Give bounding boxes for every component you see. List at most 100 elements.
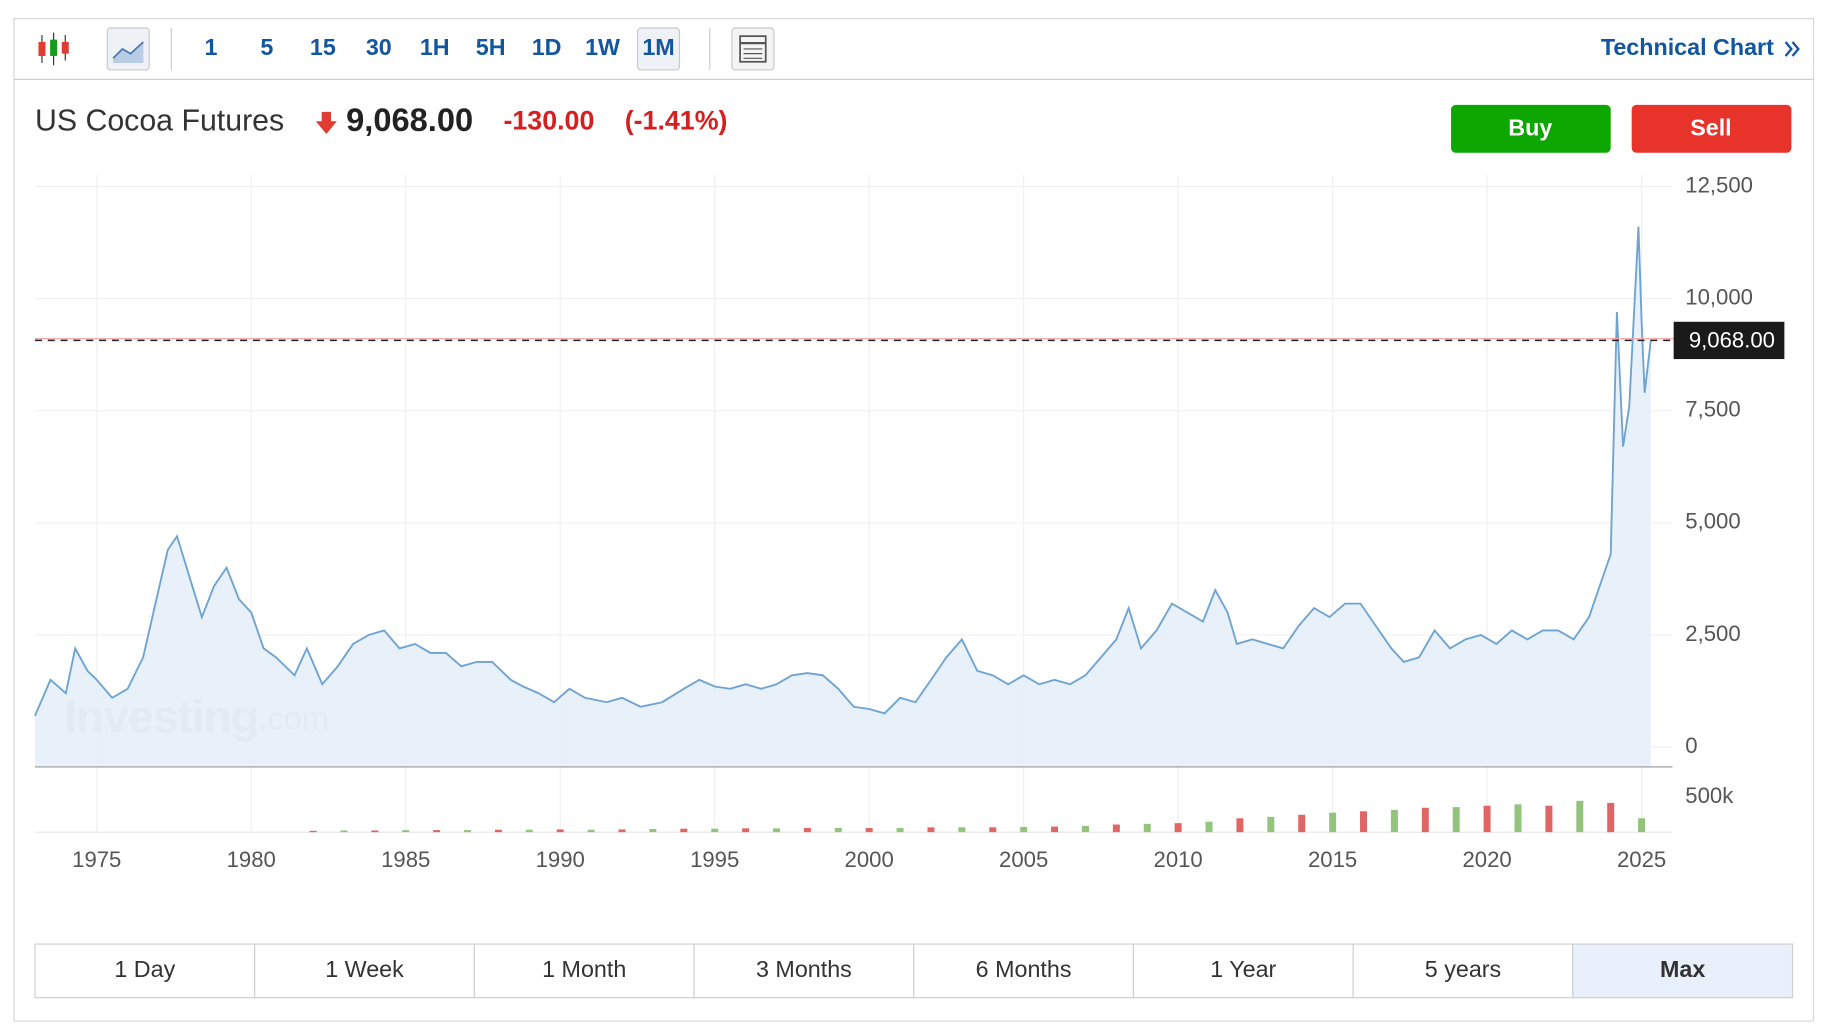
volume-bar	[1576, 800, 1584, 833]
frame	[13, 18, 1815, 1022]
volume-bar	[1236, 818, 1244, 833]
interval-button[interactable]: 5	[260, 34, 273, 60]
range-label[interactable]: 1 Week	[325, 956, 404, 982]
volume-bar	[1174, 823, 1182, 833]
volume-bar	[772, 828, 780, 833]
price-tag	[1673, 321, 1785, 360]
volume-bar	[1483, 805, 1491, 833]
change-pct: (-1.41%)	[625, 105, 728, 135]
volume-bar	[1205, 821, 1213, 833]
line-icon[interactable]	[106, 27, 150, 71]
volume-bar	[464, 830, 472, 833]
interval-button[interactable]: 5H	[476, 34, 506, 60]
change: -130.00	[503, 105, 594, 135]
volume-bar	[1607, 802, 1615, 833]
volume-bar	[927, 827, 935, 833]
chevrons	[1784, 41, 1800, 57]
interval-button[interactable]: 30	[366, 34, 392, 60]
x-tick-label: 2015	[1308, 847, 1357, 872]
volume-bar	[1112, 824, 1120, 833]
range-label[interactable]: 1 Month	[542, 956, 626, 982]
volume-bar	[958, 827, 966, 833]
price-tag-label: 9,068.00	[1689, 327, 1775, 352]
volume-bar	[525, 829, 533, 833]
interval-button[interactable]: 1H	[420, 34, 450, 60]
volume-bar	[371, 830, 379, 833]
range-label[interactable]: 1 Year	[1210, 956, 1276, 982]
volume-tick-label: 500k	[1685, 783, 1734, 808]
volume-bar	[711, 828, 719, 833]
volume-bar	[1360, 811, 1368, 833]
x-tick-label: 2010	[1154, 847, 1203, 872]
price-line	[34, 226, 1652, 717]
interval-button[interactable]: 1	[204, 34, 217, 60]
volume-bar	[680, 828, 688, 833]
volume-bar	[649, 829, 657, 833]
range-label[interactable]: Max	[1660, 956, 1705, 982]
buy-button[interactable]	[1451, 104, 1611, 153]
volume-bar	[1514, 804, 1522, 833]
range-button[interactable]	[693, 943, 915, 999]
volume-bar	[1081, 825, 1089, 833]
x-tick-label: 2000	[845, 847, 894, 872]
volume-bar	[1390, 809, 1398, 833]
volume-bar	[803, 828, 811, 833]
range-button[interactable]	[34, 943, 256, 999]
volume-bar	[1421, 807, 1429, 833]
volume-bar	[494, 829, 502, 833]
volume-bar	[402, 830, 410, 833]
range-label[interactable]: 6 Months	[976, 956, 1072, 982]
volume-bar	[834, 828, 842, 833]
interval-button[interactable]: 1W	[585, 34, 620, 60]
volume-bar	[1329, 812, 1337, 833]
buy-label[interactable]: Buy	[1508, 115, 1552, 141]
y-tick-label: 12,500	[1685, 172, 1753, 197]
volume-bar	[618, 829, 626, 833]
layout-icon[interactable]	[731, 27, 775, 71]
range-button[interactable]	[1572, 943, 1794, 999]
down-arrow	[315, 111, 337, 135]
volume-bar	[989, 827, 997, 833]
instrument-name: US Cocoa Futures	[35, 104, 284, 137]
volume-bar	[433, 830, 441, 833]
volume-bar	[1051, 826, 1059, 833]
x-tick-label: 2020	[1462, 847, 1511, 872]
technical-chart-link[interactable]: Technical Chart	[1601, 34, 1774, 60]
y-tick-label: 10,000	[1685, 284, 1753, 309]
y-tick-label: 7,500	[1685, 397, 1740, 422]
range-button[interactable]	[1352, 943, 1574, 999]
range-button[interactable]	[913, 943, 1135, 999]
sell-button[interactable]	[1631, 104, 1792, 153]
interval-button[interactable]: 1M	[642, 34, 674, 60]
range-button[interactable]	[473, 943, 695, 999]
volume-bar	[1298, 814, 1306, 833]
interval-button[interactable]: 15	[310, 34, 336, 60]
volume-bar	[1452, 807, 1460, 833]
price: 9,068.00	[346, 101, 473, 138]
interval-button[interactable]: 1D	[532, 34, 562, 60]
active-interval-box	[636, 27, 681, 71]
range-label[interactable]: 1 Day	[114, 956, 175, 982]
x-tick-label: 1990	[536, 847, 585, 872]
x-tick-label: 1980	[227, 847, 276, 872]
volume-bar	[1267, 816, 1275, 833]
x-tick-label: 2005	[999, 847, 1048, 872]
area-fill	[34, 226, 1651, 767]
volume-bar	[896, 828, 904, 833]
volume-bar	[1545, 805, 1553, 833]
volume-bar	[556, 829, 564, 833]
y-tick-label: 2,500	[1685, 621, 1740, 646]
range-label[interactable]: 3 Months	[756, 956, 852, 982]
y-tick-label: 5,000	[1685, 509, 1740, 534]
volume-bar	[1143, 823, 1151, 833]
volume-bar	[309, 830, 317, 833]
volume-bar	[340, 830, 348, 833]
range-label[interactable]: 5 years	[1425, 956, 1501, 982]
volume-bar	[1020, 826, 1028, 833]
x-tick-label: 1995	[690, 847, 739, 872]
range-button[interactable]	[254, 943, 475, 999]
y-tick-label: 0	[1685, 733, 1697, 758]
sell-label[interactable]: Sell	[1690, 115, 1731, 141]
x-tick-label: 2025	[1617, 847, 1666, 872]
candle-icon[interactable]	[38, 32, 69, 66]
